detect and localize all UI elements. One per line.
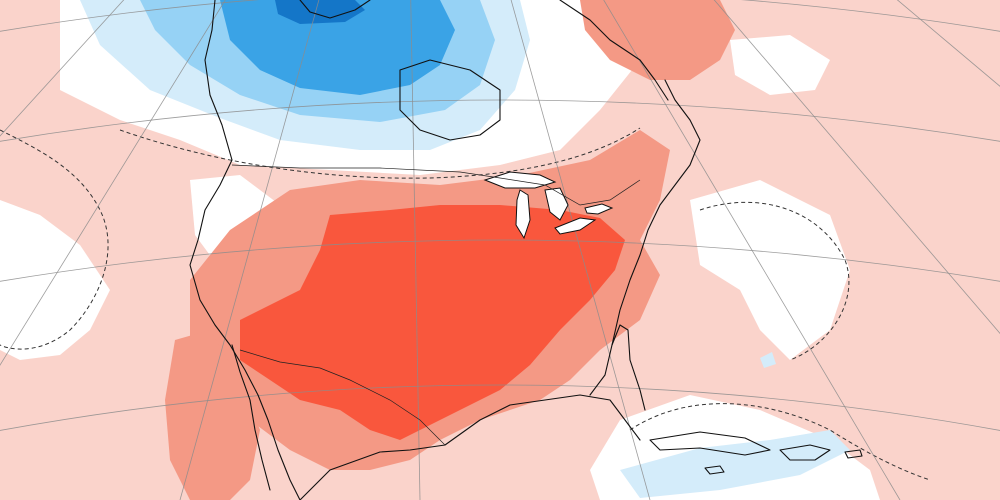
- meridian-5: [603, 0, 901, 500]
- warm-strong-us-core: [240, 205, 625, 440]
- us-mexico-border: [239, 349, 446, 446]
- neutral-northeast-ocean: [730, 35, 830, 95]
- coastline-east: [611, 79, 701, 346]
- zero-contour-north: [119, 127, 641, 179]
- warm-moderate-northeast: [580, 0, 735, 80]
- zero-contour-southeast: [629, 403, 931, 481]
- lake-erie: [554, 217, 597, 235]
- meridian-4: [0, 0, 226, 366]
- meridian-7: [713, 0, 1000, 334]
- coastline-arctic-islands: [299, 0, 371, 19]
- borders: [231, 164, 641, 446]
- warm-moderate-southwest-pacific: [165, 330, 260, 500]
- meridian-6: [0, 0, 125, 137]
- coastline-west: [189, 0, 301, 500]
- latitude-line-4: [0, 384, 1000, 431]
- lake-ontario: [584, 203, 614, 215]
- coastline-hudson-bay: [399, 59, 501, 141]
- hispaniola: [779, 444, 831, 461]
- jamaica: [704, 465, 725, 475]
- us-canada-border: [231, 164, 641, 206]
- latitude-line-3: [0, 239, 1000, 282]
- coastline-florida: [589, 324, 646, 411]
- lake-michigan: [515, 189, 531, 240]
- cool-light-caribbean: [620, 430, 850, 498]
- cool-very-strong-canada: [275, 0, 365, 24]
- puerto-rico: [844, 449, 863, 459]
- meridian-1: [410, 0, 421, 500]
- zero-contour-east: [699, 201, 850, 361]
- strong-warm-regions: [240, 205, 625, 440]
- cuba: [649, 431, 771, 456]
- coastlines: [189, 0, 701, 500]
- coastline-baja: [231, 344, 271, 491]
- cool-light-atlantic-spot: [760, 352, 776, 368]
- meridian-8: [896, 0, 1000, 87]
- lake-huron: [544, 187, 569, 221]
- cool-regions: [80, 0, 850, 498]
- coastline-labrador: [559, 0, 669, 101]
- caribbean-islands: [649, 431, 863, 475]
- coastline-mexico-gulf: [299, 394, 641, 500]
- cool-strong-canada: [220, 0, 455, 95]
- zero-anomaly-contours: [0, 127, 931, 481]
- neutral-east-atlantic: [690, 180, 850, 360]
- meridian-2: [179, 0, 320, 500]
- latitude-line-1: [0, 0, 1000, 32]
